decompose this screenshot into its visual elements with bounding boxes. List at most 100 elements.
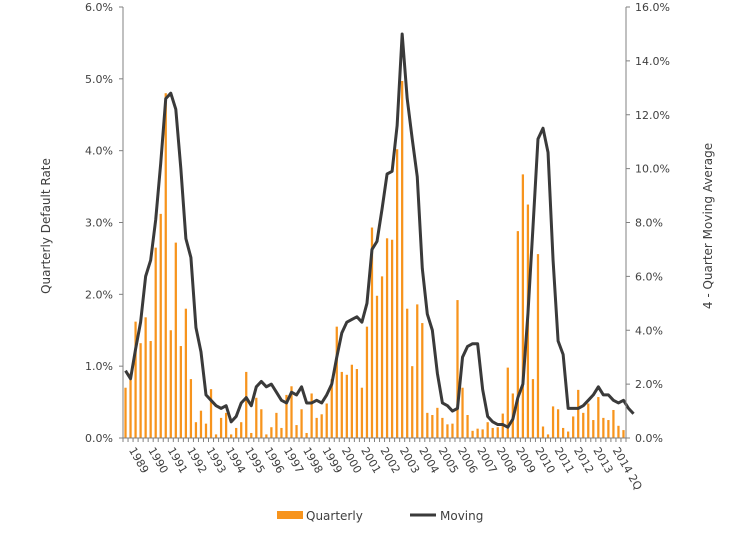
bar-quarterly bbox=[219, 417, 223, 438]
bar-quarterly bbox=[531, 379, 535, 438]
bar-quarterly bbox=[411, 366, 414, 438]
bar-quarterly bbox=[199, 410, 203, 438]
bar-quarterly bbox=[224, 412, 228, 438]
bar-quarterly bbox=[421, 323, 424, 438]
bar-quarterly bbox=[396, 149, 399, 439]
bar-quarterly bbox=[461, 387, 464, 438]
right-axis-title: 4 - Quarter Moving Average bbox=[701, 143, 715, 309]
bar-quarterly bbox=[285, 394, 288, 438]
bar-quarterly bbox=[506, 367, 509, 438]
bar-quarterly bbox=[189, 379, 193, 438]
bar-quarterly bbox=[582, 412, 585, 438]
bar-quarterly bbox=[567, 431, 570, 438]
bar-quarterly bbox=[436, 407, 439, 438]
bar-quarterly bbox=[486, 422, 489, 438]
bar-quarterly bbox=[612, 409, 615, 438]
bar-series-quarterly bbox=[124, 80, 625, 439]
bar-quarterly bbox=[355, 369, 359, 438]
bar-quarterly bbox=[325, 403, 328, 438]
left-tick-label: 1.0% bbox=[85, 360, 113, 373]
bar-quarterly bbox=[572, 416, 575, 438]
bar-quarterly bbox=[617, 425, 620, 438]
bar-quarterly bbox=[179, 346, 182, 438]
bar-quarterly bbox=[385, 238, 389, 438]
bar-quarterly bbox=[275, 412, 278, 438]
right-axis-ticks: 0.0% 2.0% 4.0% 6.0% 8.0% 10.0% 12.0% 14.0% 16.0% bbox=[626, 1, 670, 445]
bar-quarterly bbox=[240, 422, 243, 438]
legend-label-moving: Moving bbox=[440, 509, 483, 523]
bar-quarterly bbox=[370, 227, 374, 438]
left-tick-label: 0.0% bbox=[85, 432, 113, 445]
bar-quarterly bbox=[401, 80, 404, 438]
bar-quarterly bbox=[230, 434, 233, 438]
bar-quarterly bbox=[280, 427, 283, 438]
bar-quarterly bbox=[129, 373, 132, 438]
bar-quarterly bbox=[496, 427, 499, 438]
bar-quarterly bbox=[159, 213, 162, 438]
bar-quarterly bbox=[290, 386, 293, 438]
bar-quarterly bbox=[471, 430, 474, 438]
bar-quarterly bbox=[406, 308, 409, 438]
line-moving bbox=[124, 32, 635, 429]
bar-quarterly bbox=[587, 403, 590, 438]
bar-quarterly bbox=[521, 174, 525, 438]
bar-quarterly bbox=[270, 427, 273, 438]
right-tick-label: 10.0% bbox=[635, 163, 670, 176]
bar-quarterly bbox=[451, 423, 454, 438]
bar-quarterly bbox=[491, 427, 494, 438]
bar-quarterly bbox=[144, 317, 147, 438]
bar-quarterly bbox=[335, 326, 338, 438]
bar-quarterly bbox=[340, 371, 343, 438]
bar-quarterly bbox=[315, 417, 318, 438]
bar-quarterly bbox=[441, 417, 444, 438]
bar-quarterly bbox=[561, 427, 565, 438]
bar-quarterly bbox=[446, 424, 449, 438]
bar-quarterly bbox=[602, 417, 605, 438]
bar-quarterly bbox=[607, 420, 610, 438]
bar-quarterly bbox=[556, 409, 560, 438]
bar-quarterly bbox=[431, 415, 434, 438]
bar-quarterly bbox=[295, 425, 298, 438]
bar-quarterly bbox=[516, 231, 519, 438]
right-tick-label: 4.0% bbox=[635, 324, 663, 337]
bar-quarterly bbox=[577, 389, 580, 438]
bar-quarterly bbox=[154, 247, 157, 438]
bar-quarterly bbox=[310, 393, 313, 438]
left-tick-label: 6.0% bbox=[85, 1, 113, 14]
bar-quarterly bbox=[546, 434, 550, 438]
left-axis-ticks: 0.0% 1.0% 2.0% 3.0% 4.0% 5.0% 6.0% bbox=[85, 1, 123, 445]
bar-quarterly bbox=[416, 304, 419, 438]
bar-quarterly bbox=[214, 434, 218, 438]
bar-quarterly bbox=[390, 239, 394, 438]
bar-quarterly bbox=[476, 428, 479, 438]
bar-quarterly bbox=[466, 415, 469, 438]
legend-swatch-quarterly bbox=[277, 511, 303, 519]
bar-quarterly bbox=[134, 321, 137, 438]
bar-quarterly bbox=[164, 93, 167, 438]
right-tick-label: 8.0% bbox=[635, 217, 663, 230]
bar-quarterly bbox=[350, 364, 353, 438]
right-tick-label: 16.0% bbox=[635, 1, 670, 14]
bar-quarterly bbox=[330, 379, 333, 438]
left-tick-label: 2.0% bbox=[85, 288, 113, 301]
bar-quarterly bbox=[139, 343, 142, 438]
bar-quarterly bbox=[260, 409, 263, 438]
bar-quarterly bbox=[174, 242, 177, 438]
left-tick-label: 5.0% bbox=[85, 73, 113, 86]
bar-quarterly bbox=[245, 371, 248, 438]
bar-quarterly bbox=[149, 341, 152, 438]
bar-quarterly bbox=[345, 374, 348, 438]
bar-quarterly bbox=[184, 308, 188, 438]
right-tick-label: 12.0% bbox=[635, 109, 670, 122]
bar-quarterly bbox=[235, 427, 238, 438]
left-tick-label: 3.0% bbox=[85, 217, 113, 230]
bar-quarterly bbox=[305, 432, 308, 438]
bar-quarterly bbox=[622, 430, 625, 438]
legend: Quarterly Moving bbox=[277, 509, 483, 523]
bar-quarterly bbox=[169, 330, 172, 438]
bar-quarterly bbox=[536, 254, 540, 438]
bar-quarterly bbox=[124, 387, 127, 438]
x-axis-ticks: 1989199019911992199319941995199619971998… bbox=[122, 438, 645, 493]
left-axis-title: Quarterly Default Rate bbox=[39, 158, 53, 294]
